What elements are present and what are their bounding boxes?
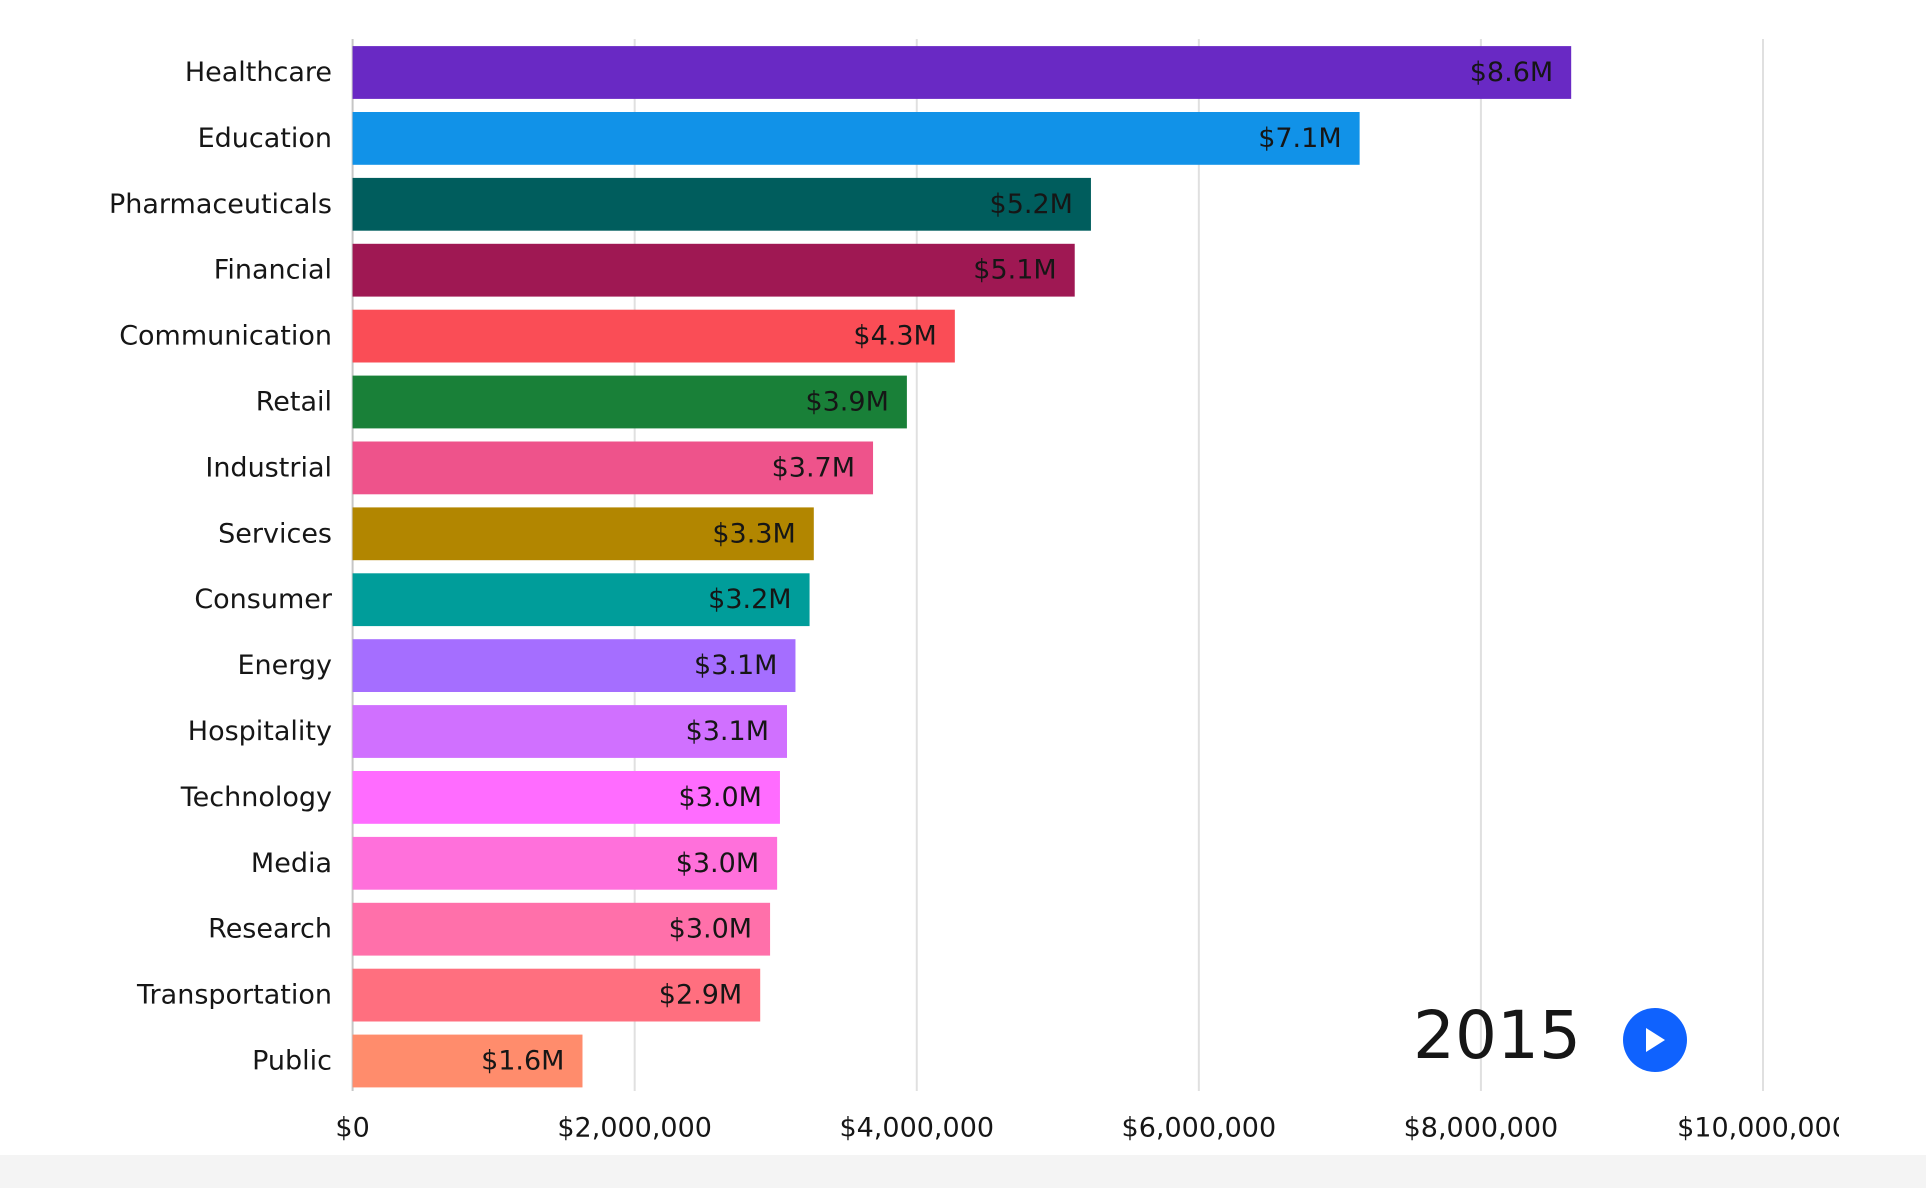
y-tick-label: Retail <box>256 387 332 418</box>
value-label: $8.6M <box>1470 57 1553 88</box>
bar <box>352 112 1360 165</box>
value-label: $4.3M <box>853 321 936 352</box>
value-label: $1.6M <box>481 1046 564 1077</box>
value-label: $5.2M <box>990 189 1073 220</box>
y-tick-label: Pharmaceuticals <box>109 189 332 220</box>
value-label: $3.0M <box>676 848 759 879</box>
y-tick-label: Healthcare <box>185 57 332 88</box>
value-label: $3.1M <box>694 650 777 681</box>
value-label: $3.0M <box>669 914 752 945</box>
value-label: $3.9M <box>805 387 888 418</box>
play-button[interactable] <box>1623 1008 1687 1072</box>
x-tick-label: $4,000,000 <box>839 1113 994 1144</box>
y-tick-label: Research <box>208 914 332 945</box>
bar <box>352 441 874 495</box>
bar <box>352 46 1572 99</box>
bar <box>352 902 771 956</box>
y-tick-label: Consumer <box>194 584 333 615</box>
bar <box>352 705 788 758</box>
x-tick-label: $8,000,000 <box>1404 1113 1559 1144</box>
y-tick-label: Education <box>198 123 332 154</box>
bar <box>352 309 955 363</box>
y-tick-label: Hospitality <box>188 716 332 747</box>
x-tick-label: $2,000,000 <box>557 1113 712 1144</box>
bar <box>352 968 761 1022</box>
bar <box>352 836 778 890</box>
play-icon[interactable] <box>1646 1028 1665 1052</box>
y-tick-label: Financial <box>214 255 332 286</box>
y-tick-label: Industrial <box>205 452 332 483</box>
y-tick-label: Communication <box>119 321 332 352</box>
value-label: $3.0M <box>679 782 762 813</box>
bar <box>352 771 780 824</box>
plot-area: $0 $2,000,000 $4,000,000 $6,000,000 $8,000,0… <box>109 39 1849 1144</box>
y-tick-label: Services <box>218 518 332 549</box>
y-tick-label: Energy <box>237 650 332 681</box>
bar <box>352 573 810 627</box>
y-tick-label: Technology <box>180 782 332 813</box>
bar <box>352 507 814 561</box>
footer-bar <box>0 1155 1926 1188</box>
value-label: $3.7M <box>772 452 855 483</box>
year-label: 2015 <box>1413 997 1581 1074</box>
x-tick-label: $6,000,000 <box>1122 1113 1277 1144</box>
y-tick-label: Public <box>252 1046 332 1077</box>
value-label: $7.1M <box>1258 123 1341 154</box>
value-label: $2.9M <box>659 980 742 1011</box>
bar <box>352 375 907 429</box>
bar <box>352 243 1075 297</box>
y-tick-label: Transportation <box>136 980 332 1011</box>
value-label: $3.1M <box>686 716 769 747</box>
bar <box>352 639 796 692</box>
y-tick-label: Media <box>251 848 332 879</box>
value-label: $3.3M <box>712 518 795 549</box>
x-tick-label: $0 <box>335 1113 369 1144</box>
x-tick-label: $10,000,000 <box>1677 1113 1849 1144</box>
bar <box>352 1034 583 1088</box>
value-label: $3.2M <box>708 584 791 615</box>
bar <box>352 177 1091 231</box>
value-label: $5.1M <box>973 255 1056 286</box>
